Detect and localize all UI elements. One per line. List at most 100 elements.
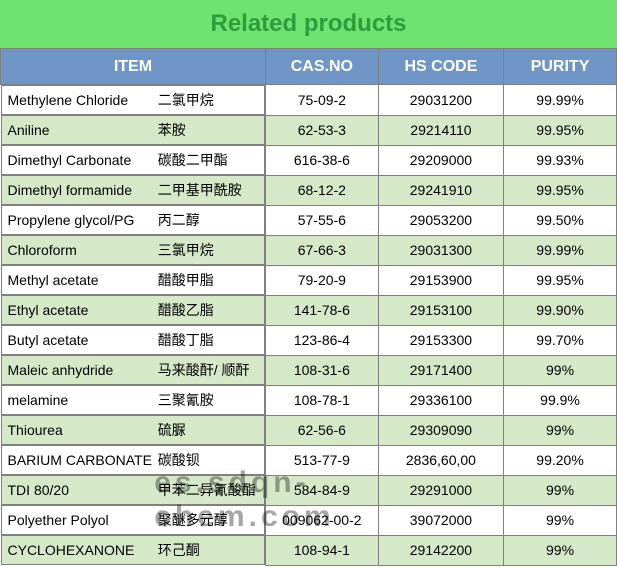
table-row: Butyl acetate醋酸丁脂123-86-42915330099.70% (1, 325, 617, 355)
cell-cas: 108-78-1 (265, 385, 378, 415)
item-name-en: Butyl acetate (8, 332, 158, 348)
cell-hs: 29336100 (378, 385, 503, 415)
cell-purity: 99.95% (504, 175, 617, 205)
item-name-zh: 醋酸甲脂 (158, 270, 258, 290)
cell-purity: 99% (504, 355, 617, 385)
cell-item: Dimethyl formamide二甲基甲酰胺 (1, 175, 265, 205)
item-name-zh: 丙二醇 (158, 210, 258, 230)
cell-cas: 62-56-6 (265, 415, 378, 445)
item-name-en: Propylene glycol/PG (8, 212, 158, 228)
item-name-en: Methylene Chloride (8, 92, 158, 108)
cell-purity: 99% (504, 415, 617, 445)
table-row: melamine三聚氰胺108-78-12933610099.9% (1, 385, 617, 415)
item-name-zh: 醋酸乙脂 (158, 300, 258, 320)
cell-item: Ethyl acetate醋酸乙脂 (1, 295, 265, 325)
cell-cas: 57-55-6 (265, 205, 378, 235)
page-title: Related products (0, 0, 617, 48)
table-row: Dimethyl Carbonate碳酸二甲酯616-38-6292090009… (1, 145, 617, 175)
item-name-en: Ethyl acetate (8, 302, 158, 318)
item-name-en: Polyether Polyol (8, 512, 158, 528)
item-name-zh: 三氯甲烷 (158, 240, 258, 260)
cell-purity: 99.9% (504, 385, 617, 415)
cell-purity: 99.50% (504, 205, 617, 235)
cell-hs: 29209000 (378, 145, 503, 175)
col-header-hs: HS CODE (378, 49, 503, 85)
cell-hs: 2836,60,00 (378, 445, 503, 475)
cell-cas: 009062-00-2 (265, 505, 378, 535)
cell-purity: 99.95% (504, 265, 617, 295)
cell-item: CYCLOHEXANONE环己酮 (1, 535, 265, 565)
cell-hs: 29153900 (378, 265, 503, 295)
cell-hs: 29241910 (378, 175, 503, 205)
table-row: CYCLOHEXANONE环己酮108-94-12914220099% (1, 535, 617, 565)
item-name-en: Thiourea (8, 422, 158, 438)
item-name-en: Dimethyl formamide (8, 182, 158, 198)
cell-item: Polyether Polyol聚醚多元醇 (1, 505, 265, 535)
cell-item: TDI 80/20甲苯二异氰酸酯 (1, 475, 265, 505)
table-row: Propylene glycol/PG丙二醇57-55-62905320099.… (1, 205, 617, 235)
cell-cas: 513-77-9 (265, 445, 378, 475)
cell-purity: 99.70% (504, 325, 617, 355)
cell-purity: 99% (504, 505, 617, 535)
cell-cas: 108-94-1 (265, 535, 378, 565)
item-name-zh: 二甲基甲酰胺 (158, 180, 258, 200)
table-body: Methylene Chloride二氯甲烷75-09-22903120099.… (1, 85, 617, 566)
cell-item: Thiourea硫脲 (1, 415, 265, 445)
cell-cas: 123-86-4 (265, 325, 378, 355)
item-name-en: BARIUM CARBONATE (8, 452, 158, 468)
item-name-zh: 硫脲 (158, 420, 258, 440)
cell-cas: 67-66-3 (265, 235, 378, 265)
item-name-en: Aniline (8, 122, 158, 138)
table-row: Ethyl acetate醋酸乙脂141-78-62915310099.90% (1, 295, 617, 325)
item-name-en: CYCLOHEXANONE (8, 542, 158, 558)
cell-cas: 68-12-2 (265, 175, 378, 205)
cell-cas: 75-09-2 (265, 85, 378, 116)
cell-hs: 29309090 (378, 415, 503, 445)
cell-hs: 29153300 (378, 325, 503, 355)
cell-hs: 29153100 (378, 295, 503, 325)
cell-item: Methylene Chloride二氯甲烷 (1, 85, 265, 115)
cell-cas: 616-38-6 (265, 145, 378, 175)
item-name-zh: 甲苯二异氰酸酯 (158, 480, 258, 500)
table-row: Thiourea硫脲62-56-62930909099% (1, 415, 617, 445)
table-row: Polyether Polyol聚醚多元醇009062-00-239072000… (1, 505, 617, 535)
item-name-zh: 三聚氰胺 (158, 390, 258, 410)
cell-purity: 99.90% (504, 295, 617, 325)
cell-cas: 141-78-6 (265, 295, 378, 325)
item-name-zh: 醋酸丁脂 (158, 330, 258, 350)
cell-hs: 29142200 (378, 535, 503, 565)
cell-purity: 99.99% (504, 85, 617, 116)
cell-purity: 99.20% (504, 445, 617, 475)
table-header-row: ITEM CAS.NO HS CODE PURITY (1, 49, 617, 85)
title-text: Related products (210, 10, 406, 38)
cell-item: Butyl acetate醋酸丁脂 (1, 325, 265, 355)
item-name-en: Dimethyl Carbonate (8, 152, 158, 168)
cell-cas: 79-20-9 (265, 265, 378, 295)
cell-purity: 99% (504, 475, 617, 505)
item-name-zh: 聚醚多元醇 (158, 510, 258, 530)
table-row: Chloroform三氯甲烷67-66-32903130099.99% (1, 235, 617, 265)
table-row: Aniline苯胺62-53-32921411099.95% (1, 115, 617, 145)
cell-cas: 62-53-3 (265, 115, 378, 145)
item-name-zh: 碳酸钡 (158, 450, 258, 470)
item-name-en: Methyl acetate (8, 272, 158, 288)
table-row: TDI 80/20甲苯二异氰酸酯584-84-92929100099% (1, 475, 617, 505)
col-header-cas: CAS.NO (265, 49, 378, 85)
item-name-zh: 苯胺 (158, 120, 258, 140)
item-name-zh: 马来酸酐/ 顺酐 (158, 360, 258, 380)
col-header-purity: PURITY (504, 49, 617, 85)
cell-item: melamine三聚氰胺 (1, 385, 265, 415)
cell-item: Dimethyl Carbonate碳酸二甲酯 (1, 145, 265, 175)
cell-hs: 29031300 (378, 235, 503, 265)
item-name-zh: 二氯甲烷 (158, 90, 258, 110)
cell-hs: 29291000 (378, 475, 503, 505)
cell-item: BARIUM CARBONATE碳酸钡 (1, 445, 265, 475)
cell-cas: 584-84-9 (265, 475, 378, 505)
cell-purity: 99.99% (504, 235, 617, 265)
cell-item: Propylene glycol/PG丙二醇 (1, 205, 265, 235)
cell-purity: 99% (504, 535, 617, 565)
cell-item: Aniline苯胺 (1, 115, 265, 145)
item-name-zh: 碳酸二甲酯 (158, 150, 258, 170)
table-row: Dimethyl formamide二甲基甲酰胺68-12-2292419109… (1, 175, 617, 205)
cell-cas: 108-31-6 (265, 355, 378, 385)
